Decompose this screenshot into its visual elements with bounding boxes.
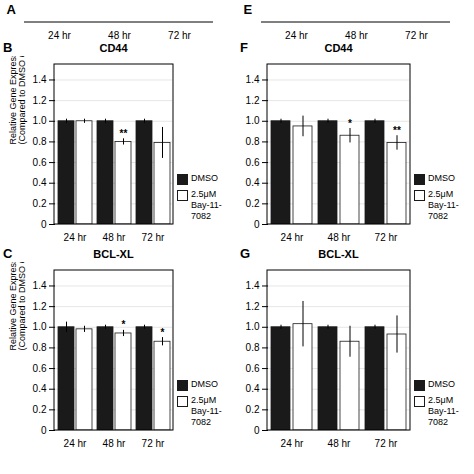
svg-text:72 hr: 72 hr: [375, 438, 398, 449]
svg-text:24 hr: 24 hr: [285, 30, 308, 40]
svg-text:0: 0: [41, 219, 47, 230]
svg-text:72 hr: 72 hr: [405, 30, 428, 40]
svg-text:72 hr: 72 hr: [142, 438, 165, 449]
svg-text:1.4: 1.4: [246, 280, 260, 291]
svg-text:0.2: 0.2: [33, 198, 47, 209]
svg-text:*: *: [161, 327, 165, 338]
svg-text:0.8: 0.8: [246, 136, 260, 147]
svg-text:0.8: 0.8: [33, 342, 47, 353]
svg-text:48 hr: 48 hr: [345, 30, 368, 40]
svg-text:0.2: 0.2: [246, 404, 260, 415]
svg-text:**: **: [120, 128, 128, 139]
svg-text:24 hr: 24 hr: [48, 30, 71, 40]
svg-text:E: E: [244, 2, 253, 17]
html-text:G: G: [240, 246, 251, 261]
svg-text:24 hr: 24 hr: [64, 438, 87, 449]
svg-text:48 hr: 48 hr: [328, 438, 351, 449]
svg-text:1.4: 1.4: [33, 74, 47, 85]
svg-text:48 hr: 48 hr: [103, 438, 126, 449]
svg-text:1.2: 1.2: [246, 301, 260, 312]
svg-text:*: *: [122, 319, 126, 330]
html-text:BCL-XL: BCL-XL: [318, 248, 359, 260]
svg-text:48 hr: 48 hr: [108, 30, 131, 40]
html-text:DMSO: DMSO: [191, 173, 218, 183]
svg-text:Relative Gene Expression(Compa: Relative Gene Expression(Compared to DMS…: [8, 262, 27, 351]
svg-text:1.4: 1.4: [33, 280, 47, 291]
svg-text:*: *: [348, 118, 352, 129]
svg-text:0: 0: [254, 219, 260, 230]
html-text:CD44: CD44: [99, 42, 128, 54]
svg-text:0.4: 0.4: [246, 383, 260, 394]
html-text:DMSO: DMSO: [428, 173, 455, 183]
svg-text:72 hr: 72 hr: [142, 232, 165, 243]
html-text:DMSO: DMSO: [428, 379, 455, 389]
svg-text:A: A: [7, 2, 17, 17]
svg-text:1.4: 1.4: [246, 74, 260, 85]
html-text:CD44: CD44: [324, 42, 353, 54]
svg-text:Relative Gene Expression(Compa: Relative Gene Expression(Compared to DMS…: [8, 56, 27, 145]
svg-text:1.0: 1.0: [246, 115, 260, 126]
svg-text:48 hr: 48 hr: [103, 232, 126, 243]
svg-text:1.2: 1.2: [33, 95, 47, 106]
svg-text:1.0: 1.0: [33, 321, 47, 332]
svg-text:0.6: 0.6: [33, 157, 47, 168]
svg-text:1.2: 1.2: [246, 95, 260, 106]
html-text:2.5μM Bay-11-7082: 2.5μM Bay-11-7082: [428, 395, 459, 427]
svg-text:**: **: [393, 125, 401, 136]
svg-text:0.8: 0.8: [33, 136, 47, 147]
svg-text:0: 0: [254, 425, 260, 436]
svg-text:1.2: 1.2: [33, 301, 47, 312]
html-text:2.5μM Bay-11-7082: 2.5μM Bay-11-7082: [428, 189, 459, 221]
svg-text:0.6: 0.6: [246, 363, 260, 374]
svg-text:0.4: 0.4: [33, 177, 47, 188]
html-text:2.5μM Bay-11-7082: 2.5μM Bay-11-7082: [191, 189, 222, 221]
svg-text:0.2: 0.2: [33, 404, 47, 415]
svg-text:1.0: 1.0: [33, 115, 47, 126]
svg-text:0.8: 0.8: [246, 342, 260, 353]
svg-text:0: 0: [41, 425, 47, 436]
svg-text:0.2: 0.2: [246, 198, 260, 209]
svg-text:1.0: 1.0: [246, 321, 260, 332]
html-text:F: F: [240, 40, 248, 55]
svg-text:72 hr: 72 hr: [168, 30, 191, 40]
html-text:2.5μM Bay-11-7082: 2.5μM Bay-11-7082: [191, 395, 222, 427]
svg-text:0.6: 0.6: [246, 157, 260, 168]
svg-text:0.4: 0.4: [33, 383, 47, 394]
svg-text:24 hr: 24 hr: [64, 232, 87, 243]
svg-text:24 hr: 24 hr: [281, 232, 304, 243]
svg-text:0.4: 0.4: [246, 177, 260, 188]
html-text:B: B: [3, 40, 13, 55]
html-text:BCL-XL: BCL-XL: [93, 248, 134, 260]
svg-text:0.6: 0.6: [33, 363, 47, 374]
svg-text:48 hr: 48 hr: [328, 232, 351, 243]
html-text:DMSO: DMSO: [191, 379, 218, 389]
html-text:C: C: [3, 246, 13, 261]
svg-text:24 hr: 24 hr: [281, 438, 304, 449]
svg-text:72 hr: 72 hr: [375, 232, 398, 243]
